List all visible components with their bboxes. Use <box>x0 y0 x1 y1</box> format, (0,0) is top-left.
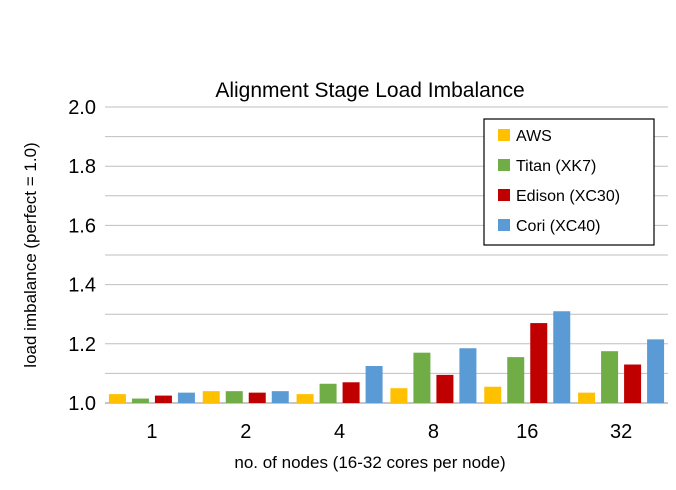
bar <box>342 382 360 403</box>
legend-label: Edison (XC30) <box>516 188 620 205</box>
legend-label: Titan (XK7) <box>516 158 596 175</box>
x-tick-label: 4 <box>334 421 345 443</box>
bar <box>296 394 314 403</box>
legend: AWS Titan (XK7) Edison (XC30) Cori (XC40) <box>483 118 655 246</box>
chart-title: Alignment Stage Load Imbalance <box>215 79 524 102</box>
bar <box>390 388 408 403</box>
bar <box>530 323 548 403</box>
bar <box>365 366 383 403</box>
y-tick-label: 1.8 <box>68 156 96 178</box>
legend-label: Cori (XC40) <box>516 218 600 235</box>
y-tick-labels: 1.0 1.2 1.4 1.6 1.8 2.0 <box>68 97 96 415</box>
bars <box>108 311 665 403</box>
bar <box>413 352 431 403</box>
legend-swatch <box>498 189 510 201</box>
bar <box>507 357 525 403</box>
x-tick-label: 32 <box>610 421 632 443</box>
y-axis-label: load imbalance (perfect = 1.0) <box>21 142 40 367</box>
bar <box>225 391 243 403</box>
bar <box>578 392 596 403</box>
bar <box>319 383 337 403</box>
bar <box>459 348 477 403</box>
x-tick-label: 1 <box>146 421 157 443</box>
x-tick-label: 16 <box>516 421 538 443</box>
bar <box>484 386 502 403</box>
bar <box>624 364 642 403</box>
x-axis-label: no. of nodes (16-32 cores per node) <box>234 453 505 472</box>
bar <box>271 391 289 403</box>
bar <box>553 311 571 403</box>
y-tick-label: 2.0 <box>68 97 96 119</box>
legend-swatch <box>498 159 510 171</box>
x-tick-labels: 1 2 4 8 16 32 <box>146 421 632 443</box>
bar <box>154 395 172 403</box>
y-tick-label: 1.2 <box>68 334 96 356</box>
legend-swatch <box>498 219 510 231</box>
y-tick-label: 1.6 <box>68 215 96 237</box>
bar <box>108 394 126 403</box>
bar <box>177 392 195 403</box>
bar <box>647 339 665 403</box>
bar <box>131 398 149 403</box>
bar <box>202 391 220 403</box>
bar <box>248 392 266 403</box>
x-tick-label: 8 <box>428 421 439 443</box>
x-tick-label: 2 <box>240 421 251 443</box>
bar <box>436 374 454 403</box>
bar <box>601 351 619 403</box>
legend-box <box>483 118 655 246</box>
legend-swatch <box>498 129 510 141</box>
y-tick-label: 1.0 <box>68 393 96 415</box>
legend-label: AWS <box>516 128 552 145</box>
y-tick-label: 1.4 <box>68 275 96 297</box>
